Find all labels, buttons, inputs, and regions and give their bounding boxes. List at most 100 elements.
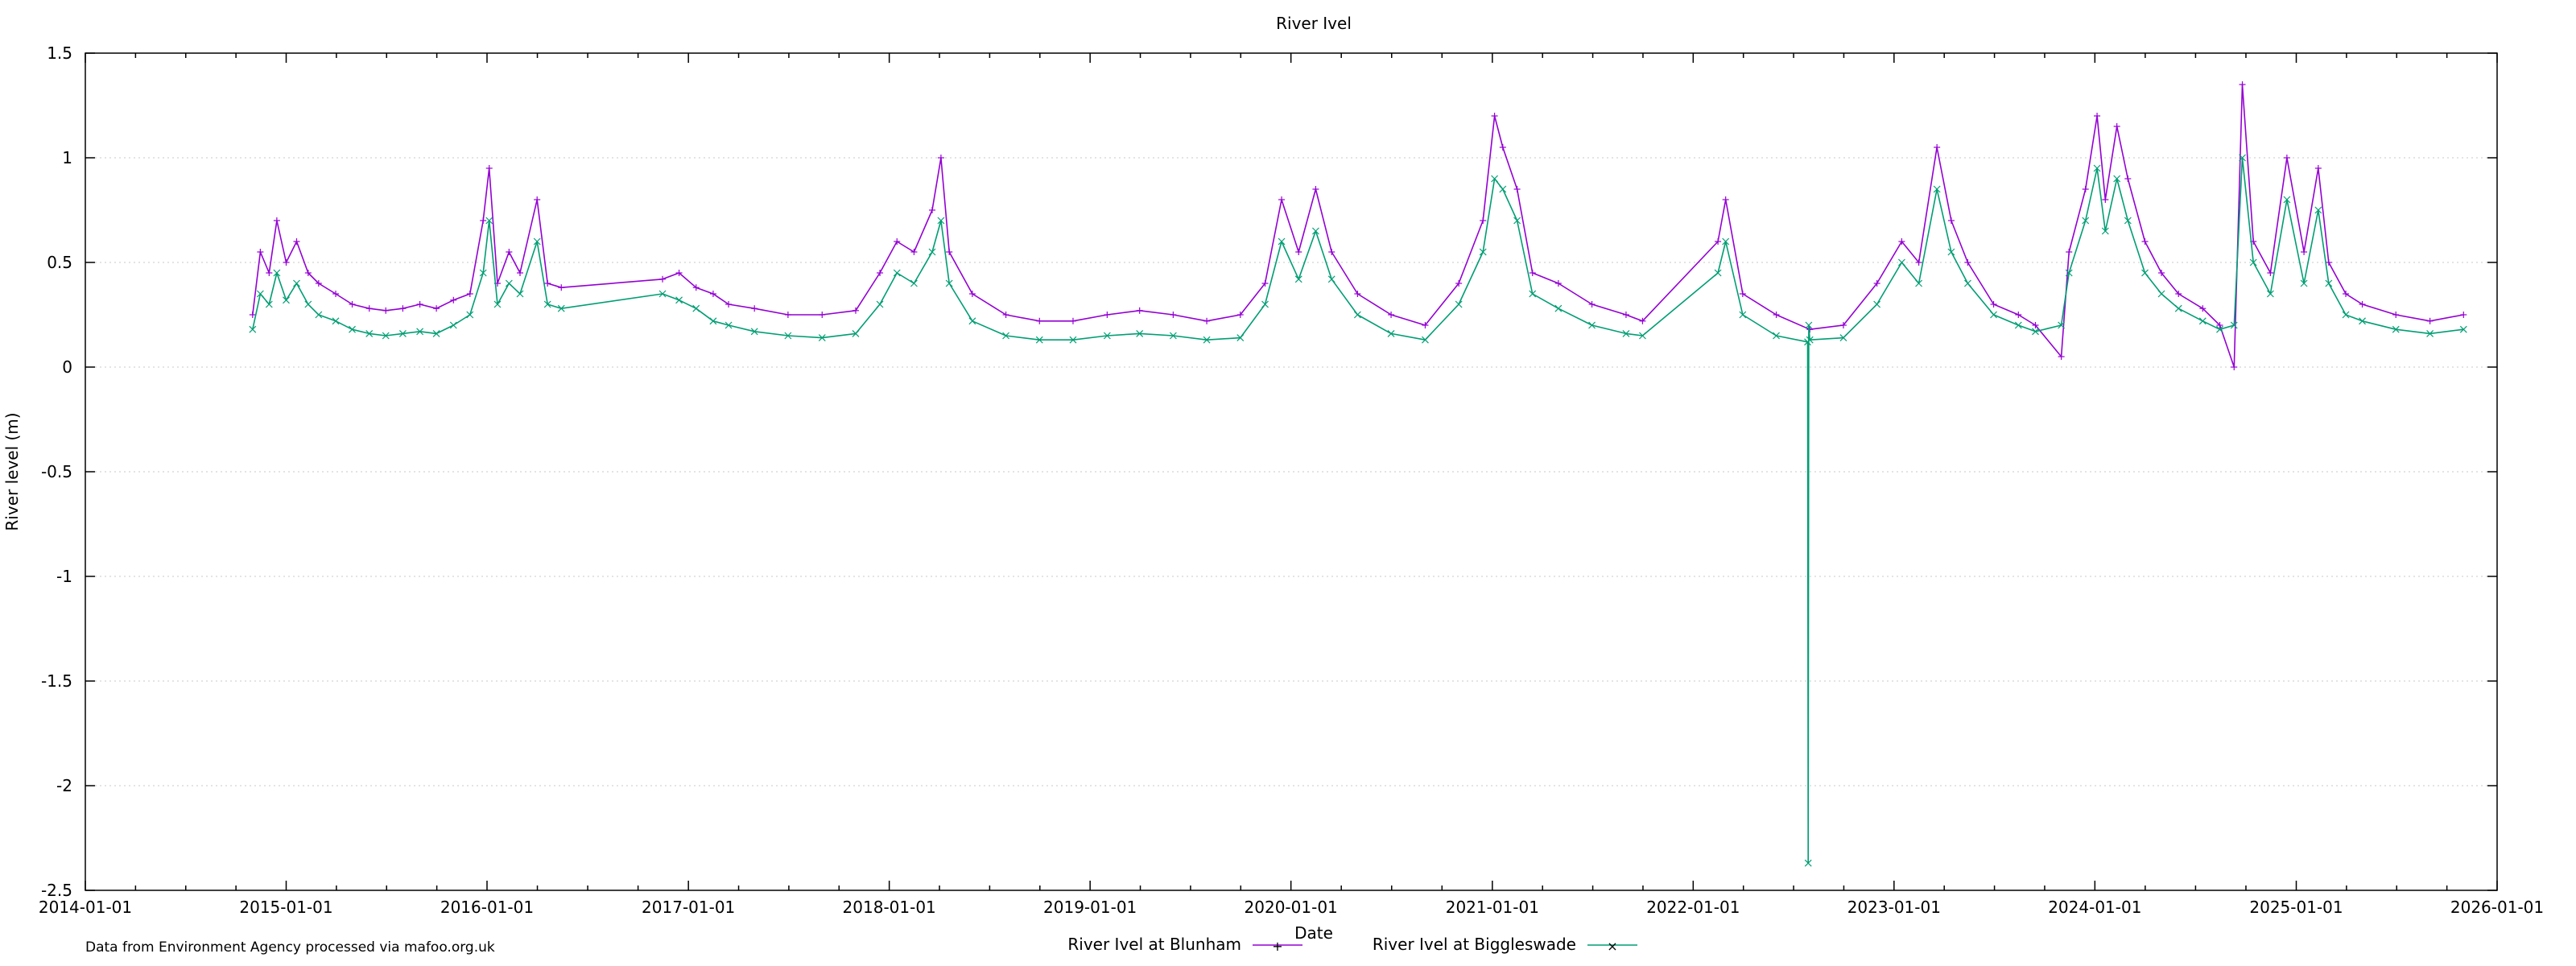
data-point: [1873, 280, 1880, 287]
x-tick-label: 2025-01-01: [2249, 898, 2343, 917]
data-point: [304, 300, 312, 308]
data-point: [2314, 206, 2322, 214]
data-point: [1639, 317, 1646, 324]
data-point: [658, 290, 667, 298]
data-point: [416, 301, 423, 308]
data-point: [349, 325, 356, 333]
data-point: [2113, 175, 2121, 183]
data-point: [2032, 328, 2039, 336]
data-point: [2058, 353, 2065, 360]
data-point: [2174, 304, 2182, 312]
data-point: [1455, 300, 1463, 308]
data-point: [266, 270, 273, 276]
data-point: [2198, 317, 2207, 325]
data-point: [724, 321, 733, 329]
data-point: [1069, 336, 1077, 344]
data-point: [1311, 227, 1319, 235]
data-point: [315, 311, 323, 319]
data-point: [2094, 113, 2101, 119]
data-point: [2283, 196, 2291, 204]
data-point: [365, 305, 373, 312]
data-point: [1327, 275, 1335, 283]
data-point: [2113, 123, 2120, 130]
data-point: [1588, 301, 1596, 308]
data-point: [877, 270, 884, 276]
data-point: [1529, 270, 1536, 276]
data-point: [1499, 144, 1506, 151]
data-point: [876, 300, 884, 308]
data-point: [1773, 332, 1780, 340]
legend: River Ivel at Blunham + River Ivel at Bi…: [1067, 935, 1637, 954]
data-point: [257, 249, 264, 255]
data-point: [2300, 279, 2308, 287]
data-point: [2199, 305, 2207, 312]
x-tick-label: 2023-01-01: [1847, 898, 1941, 917]
data-point: [534, 196, 541, 203]
data-point: [1964, 259, 1971, 266]
data-point: [928, 248, 936, 256]
data-point: [1947, 217, 1955, 224]
data-point: [1722, 196, 1729, 203]
grid-lines: [85, 157, 2497, 786]
data-point: [852, 329, 860, 337]
data-point: [480, 217, 487, 224]
data-point: [2249, 258, 2257, 266]
series-layer: [249, 81, 2467, 867]
x-tick-label: 2017-01-01: [642, 898, 735, 917]
data-point: [2231, 364, 2238, 370]
data-point: [544, 280, 551, 287]
legend-label-biggleswade: River Ivel at Biggleswade: [1373, 935, 1576, 954]
data-point: [1915, 279, 1923, 287]
legend-label-blunham: River Ivel at Blunham: [1067, 935, 1241, 954]
data-point: [1806, 336, 1814, 344]
data-point: [709, 317, 717, 325]
data-point: [1873, 300, 1881, 308]
x-tick-label: 2024-01-01: [2048, 898, 2141, 917]
x-tick-label: 2016-01-01: [440, 898, 534, 917]
data-point: [450, 296, 457, 303]
data-point: [2325, 259, 2332, 266]
data-point: [1839, 334, 1847, 342]
data-point: [750, 328, 758, 336]
data-point: [558, 284, 565, 291]
data-point: [1990, 311, 1997, 319]
data-point: [1722, 237, 1730, 246]
data-point: [1804, 859, 1812, 867]
data-point: [1312, 186, 1319, 192]
data-point: [2392, 312, 2400, 318]
data-point: [692, 284, 700, 291]
data-point: [315, 280, 322, 287]
data-point: [1480, 217, 1487, 224]
x-tick-label: 2018-01-01: [843, 898, 936, 917]
y-tick-label: 1.5: [47, 43, 72, 63]
data-point: [1294, 275, 1302, 283]
data-point: [2082, 186, 2089, 192]
data-point: [2066, 249, 2073, 255]
data-point: [293, 279, 300, 287]
data-point: [1715, 238, 1722, 245]
data-point: [2216, 322, 2223, 328]
data-point: [2392, 325, 2400, 333]
data-point: [937, 155, 944, 161]
data-point: [517, 270, 524, 276]
data-point: [2101, 227, 2109, 235]
data-point: [1491, 113, 1498, 119]
data-point: [466, 291, 473, 297]
data-point: [2058, 321, 2066, 329]
data-point: [1261, 300, 1269, 308]
data-point: [1422, 322, 1429, 328]
data-point: [1388, 312, 1395, 318]
data-point: [894, 238, 901, 245]
data-point: [1513, 186, 1521, 192]
data-point: [265, 300, 273, 308]
data-point: [2032, 322, 2039, 328]
data-point: [432, 329, 440, 337]
data-point: [2158, 270, 2165, 276]
data-point: [1455, 280, 1463, 287]
data-point: [1136, 329, 1144, 337]
data-point: [675, 296, 683, 304]
data-point: [543, 300, 551, 308]
data-point: [784, 332, 792, 340]
data-point: [1739, 291, 1746, 297]
